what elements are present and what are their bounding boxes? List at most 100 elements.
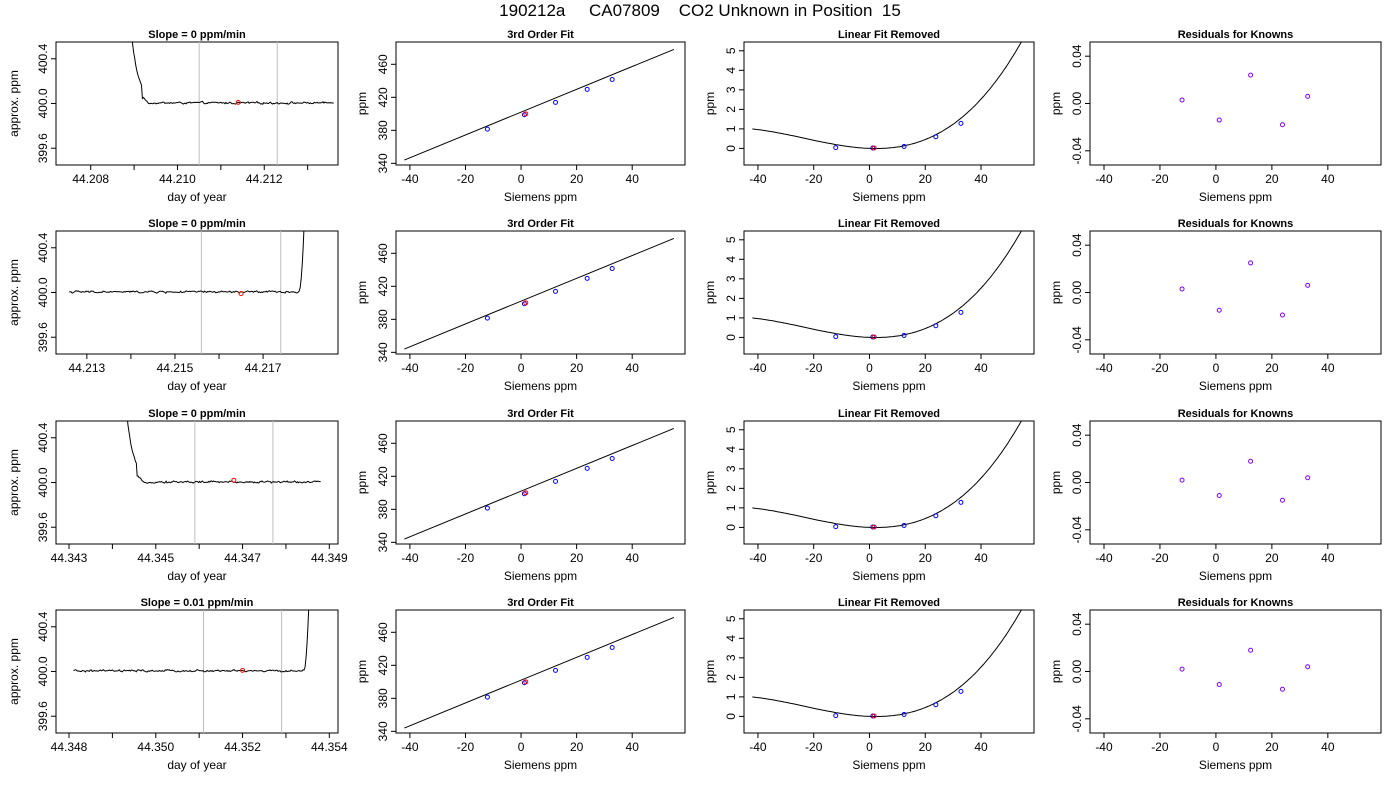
known-point — [933, 702, 939, 708]
y-tick-label: 4 — [724, 446, 738, 453]
mean-point — [231, 477, 237, 483]
series-line — [131, 42, 334, 105]
x-tick-label: -40 — [1095, 361, 1113, 375]
known-point — [833, 713, 839, 719]
y-tick-label: 0.04 — [1070, 423, 1084, 447]
x-axis-label: day of year — [167, 569, 226, 583]
chart-panel-2-fit: 3rd Order Fit -40 -20 0 20 40 340 380 420 460 Siem… — [355, 218, 686, 393]
y-tick-label: 2 — [724, 106, 738, 113]
y-tick-label: 420 — [376, 655, 390, 675]
residual-point — [1179, 477, 1185, 483]
y-axis-label: ppm — [1049, 92, 1063, 115]
unknown-point — [523, 490, 529, 496]
y-tick-label: 399.6 — [36, 133, 50, 163]
fit-curve — [752, 421, 1022, 528]
y-tick-label: 340 — [376, 153, 390, 173]
y-tick-label: 0.00 — [1070, 91, 1084, 115]
residual-point — [1216, 117, 1222, 123]
y-axis-label: approx. ppm — [7, 449, 21, 516]
y-tick-label: 400.4 — [36, 422, 50, 452]
y-axis-label: ppm — [703, 660, 717, 683]
y-tick-label: 3 — [724, 86, 738, 93]
residual-point — [1248, 260, 1254, 266]
y-tick-label: 420 — [376, 466, 390, 486]
panel-title: Slope = 0 ppm/min — [148, 218, 246, 230]
x-axis-label: Siemens ppm — [852, 379, 925, 393]
y-axis-label: approx. ppm — [7, 259, 21, 326]
y-tick-label: 0.00 — [1070, 659, 1084, 683]
known-point — [609, 76, 615, 82]
x-tick-label: 40 — [1321, 740, 1335, 754]
x-tick-label: 20 — [1265, 172, 1279, 186]
x-axis-label: Siemens ppm — [1199, 379, 1272, 393]
x-axis-label: Siemens ppm — [852, 569, 925, 583]
known-point — [933, 134, 939, 140]
x-tick-label: 44.217 — [245, 361, 282, 375]
x-axis-label: Siemens ppm — [852, 190, 925, 204]
known-point — [609, 644, 615, 650]
residual-point — [1216, 493, 1222, 499]
x-tick-label: 44.347 — [224, 551, 261, 565]
y-tick-label: 0 — [724, 713, 738, 720]
y-tick-label: 340 — [376, 342, 390, 362]
y-tick-label: 0.00 — [1070, 470, 1084, 494]
known-point — [553, 288, 559, 294]
y-axis-label: ppm — [355, 92, 369, 115]
x-axis-label: Siemens ppm — [1199, 190, 1272, 204]
plot-frame — [1089, 41, 1382, 166]
fit-line — [404, 427, 675, 540]
chart-panel-1-timeseries: Slope = 0 ppm/min 44.208 44.210 44.212 399.6… — [7, 29, 339, 204]
x-tick-label: -20 — [457, 361, 475, 375]
x-tick-label: 20 — [1265, 551, 1279, 565]
x-tick-label: 0 — [866, 740, 873, 754]
residual-point — [1305, 282, 1311, 288]
known-point — [553, 667, 559, 673]
known-point — [484, 126, 490, 132]
chart-panel-1-linear_removed: Linear Fit Removed -40 -20 0 20 40 0 1 2 3 4 5 Sieme… — [703, 29, 1035, 204]
y-axis-label: ppm — [355, 471, 369, 494]
y-tick-label: 1 — [724, 504, 738, 511]
y-tick-label: 1 — [724, 125, 738, 132]
known-point — [901, 332, 907, 338]
y-tick-label: 3 — [724, 654, 738, 661]
chart-panel-2-linear_removed: Linear Fit Removed -40 -20 0 20 40 0 1 2 3 4 5 Sieme… — [703, 218, 1035, 393]
x-tick-label: 44.345 — [137, 551, 174, 565]
x-tick-label: -40 — [1095, 551, 1113, 565]
y-tick-label: 1 — [724, 314, 738, 321]
x-tick-label: -40 — [749, 361, 767, 375]
x-tick-label: 44.354 — [311, 740, 348, 754]
x-tick-label: -20 — [457, 172, 475, 186]
residual-point — [1280, 497, 1286, 503]
x-tick-label: 20 — [919, 361, 933, 375]
y-axis-label: ppm — [1049, 281, 1063, 304]
residual-point — [1216, 307, 1222, 313]
chart-panel-4-residuals: Residuals for Knowns -40 -20 0 20 40 -0.04 0.00… — [1049, 597, 1382, 772]
chart-panel-2-timeseries: Slope = 0 ppm/min 44.213 44.215 44.217 399.6… — [7, 218, 339, 393]
y-tick-label: -0.04 — [1070, 516, 1084, 544]
y-tick-label: 380 — [376, 120, 390, 140]
x-tick-label: -20 — [805, 361, 823, 375]
y-tick-label: 380 — [376, 309, 390, 329]
x-tick-label: 40 — [626, 361, 640, 375]
mean-point — [235, 99, 241, 105]
x-tick-label: 20 — [570, 172, 584, 186]
fit-curve — [752, 231, 1022, 338]
x-axis-label: day of year — [167, 379, 226, 393]
plot-frame — [395, 609, 686, 734]
y-axis-label: ppm — [1049, 660, 1063, 683]
y-tick-label: 5 — [724, 47, 738, 54]
y-tick-label: 400.4 — [36, 232, 50, 262]
y-tick-label: -0.04 — [1070, 326, 1084, 354]
y-tick-label: 0 — [724, 145, 738, 152]
x-tick-label: 40 — [626, 740, 640, 754]
unknown-point — [523, 111, 529, 117]
x-tick-label: -20 — [805, 551, 823, 565]
x-tick-label: -20 — [457, 551, 475, 565]
x-tick-label: -40 — [1095, 172, 1113, 186]
x-tick-label: -20 — [1151, 740, 1169, 754]
y-tick-label: 0.04 — [1070, 44, 1084, 68]
x-tick-label: 44.215 — [157, 361, 194, 375]
known-point — [901, 711, 907, 717]
plot-frame — [743, 609, 1035, 734]
x-axis-label: day of year — [167, 758, 226, 772]
